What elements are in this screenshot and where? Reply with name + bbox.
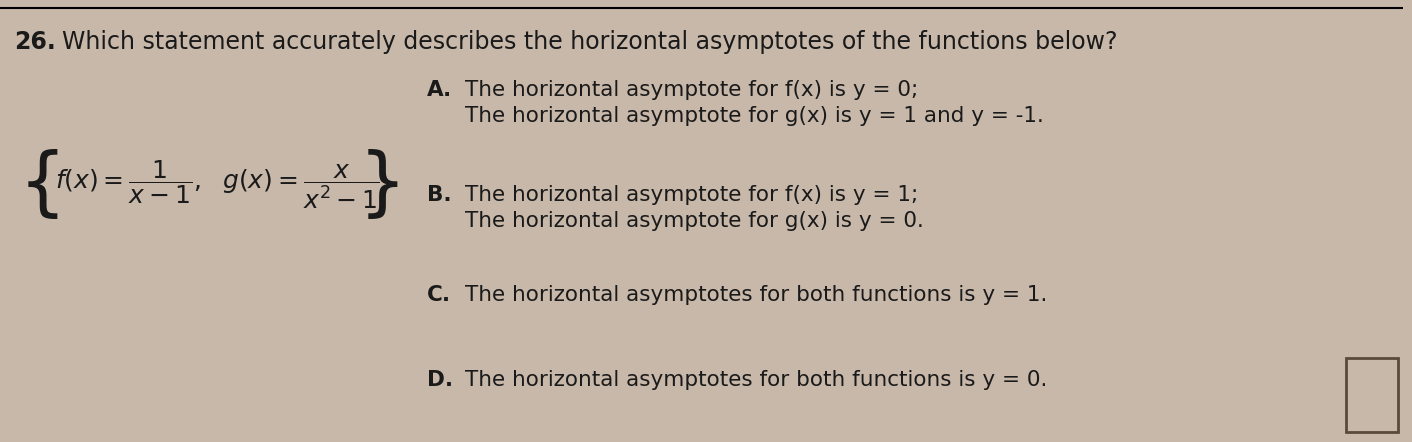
Text: Which statement accurately describes the horizontal asymptotes of the functions : Which statement accurately describes the… [62,30,1117,54]
Text: The horizontal asymptote for g(x) is y = 0.: The horizontal asymptote for g(x) is y =… [465,211,923,231]
Bar [1346,358,1398,432]
Text: D.: D. [428,370,453,390]
Text: The horizontal asymptotes for both functions is y = 1.: The horizontal asymptotes for both funct… [465,285,1048,305]
Text: $\{$: $\{$ [18,148,58,222]
Text: A.: A. [428,80,452,100]
Text: The horizontal asymptote for f(x) is y = 1;: The horizontal asymptote for f(x) is y =… [465,185,918,205]
Text: The horizontal asymptotes for both functions is y = 0.: The horizontal asymptotes for both funct… [465,370,1048,390]
Text: B.: B. [428,185,452,205]
Text: The horizontal asymptote for g(x) is y = 1 and y = -1.: The horizontal asymptote for g(x) is y =… [465,106,1043,126]
Text: The horizontal asymptote for f(x) is y = 0;: The horizontal asymptote for f(x) is y =… [465,80,918,100]
Text: C.: C. [428,285,452,305]
Text: $f(x) = \dfrac{1}{x-1},\ \ g(x) = \dfrac{x}{x^2-1}$: $f(x) = \dfrac{1}{x-1},\ \ g(x) = \dfrac… [55,159,380,211]
Text: 26.: 26. [14,30,55,54]
Text: $\}$: $\}$ [357,148,398,222]
